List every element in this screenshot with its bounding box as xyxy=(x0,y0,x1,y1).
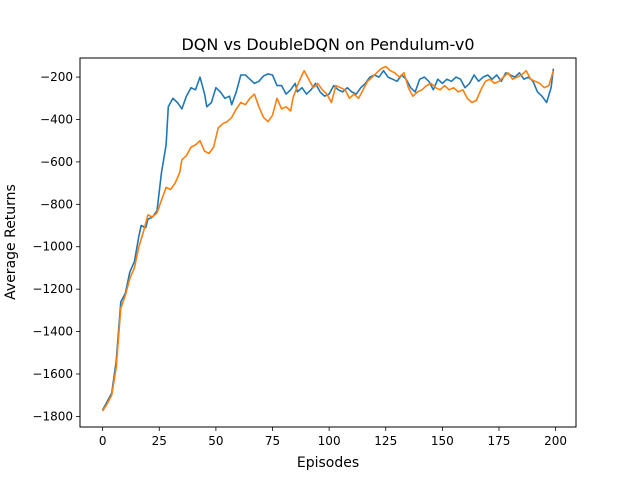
x-tick-label: 175 xyxy=(488,434,511,448)
x-tick-label: 25 xyxy=(152,434,167,448)
plot-frame xyxy=(79,57,577,428)
x-tick-label: 75 xyxy=(265,434,280,448)
y-tick-label: −1600 xyxy=(32,367,73,381)
y-tick-label: −1800 xyxy=(32,409,73,423)
x-tick-label: 200 xyxy=(544,434,567,448)
x-tick-label: 125 xyxy=(374,434,397,448)
y-tick-label: −600 xyxy=(40,155,73,169)
y-axis: −1800 −1600 −1400 −1200 −1000 −800 −600 −400 −20… xyxy=(32,70,80,423)
y-tick-label: −200 xyxy=(40,70,73,84)
y-tick-label: −1200 xyxy=(32,282,73,296)
x-tick-label: 50 xyxy=(208,434,223,448)
y-tick-label: −1400 xyxy=(32,325,73,339)
y-axis-label: Average Returns xyxy=(3,184,19,300)
y-tick-label: −400 xyxy=(40,113,73,127)
x-tick-label: 100 xyxy=(318,434,341,448)
plot-series xyxy=(101,65,555,412)
chart-title: DQN vs DoubleDQN on Pendulum-v0 xyxy=(181,35,474,54)
series-line-2 xyxy=(101,65,555,412)
x-tick-label: 0 xyxy=(99,434,107,448)
y-tick-label: −1000 xyxy=(32,240,73,254)
series-line-1 xyxy=(101,68,555,411)
x-axis: 0 25 50 75 100 125 150 175 200 xyxy=(99,427,567,448)
x-tick-label: 150 xyxy=(431,434,454,448)
y-tick-label: −800 xyxy=(40,197,73,211)
x-axis-label: Episodes xyxy=(297,455,359,471)
